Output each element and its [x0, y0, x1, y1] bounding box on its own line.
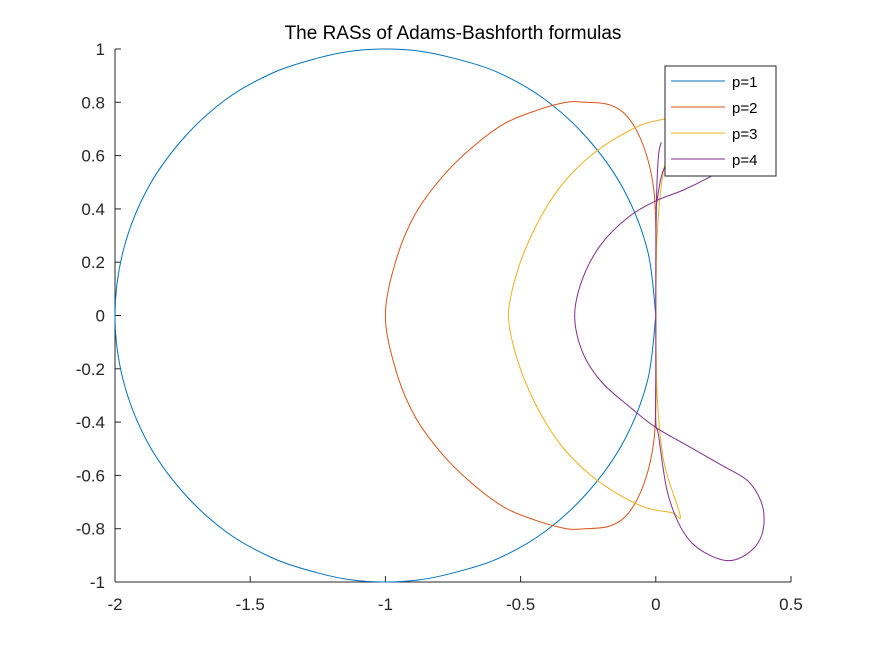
x-tick-label: -0.5 — [506, 595, 535, 614]
x-tick-label: 0 — [651, 595, 660, 614]
legend-label: p=3 — [732, 126, 757, 143]
x-tick-label: -1 — [378, 595, 393, 614]
y-tick-label: 0.6 — [81, 147, 105, 166]
legend-label: p=2 — [732, 100, 757, 117]
y-tick-label: -0.8 — [76, 520, 105, 539]
series-line-p4 — [574, 142, 765, 562]
legend-label: p=4 — [732, 152, 757, 169]
y-tick-label: -0.2 — [76, 360, 105, 379]
y-tick-label: 0.4 — [81, 200, 105, 219]
x-tick-label: -2 — [107, 595, 122, 614]
y-tick-label: 0.8 — [81, 93, 105, 112]
series-line-p1 — [114, 48, 657, 583]
y-tick-label: 0 — [96, 307, 105, 326]
legend-label: p=1 — [732, 74, 757, 91]
y-tick-label: -0.4 — [76, 413, 105, 432]
y-tick-label: -1 — [90, 573, 105, 592]
chart-title: The RASs of Adams-Bashforth formulas — [285, 23, 622, 44]
y-tick-label: 1 — [96, 40, 105, 59]
legend-box — [664, 65, 777, 177]
y-tick-label: -0.6 — [76, 466, 105, 485]
legend: p=1 p=2 p=3 p=4 — [664, 65, 777, 177]
x-tick-label: 0.5 — [779, 595, 803, 614]
axes-group: -2 -1.5 -1 -0.5 0 0.5 -1 -0.8 -0.6 -0.4 -0.2 0 0.2 0.… — [76, 40, 803, 614]
y-tick-label: 0.2 — [81, 253, 105, 272]
series-line-p2 — [384, 101, 657, 530]
x-tick-label: -1.5 — [236, 595, 265, 614]
